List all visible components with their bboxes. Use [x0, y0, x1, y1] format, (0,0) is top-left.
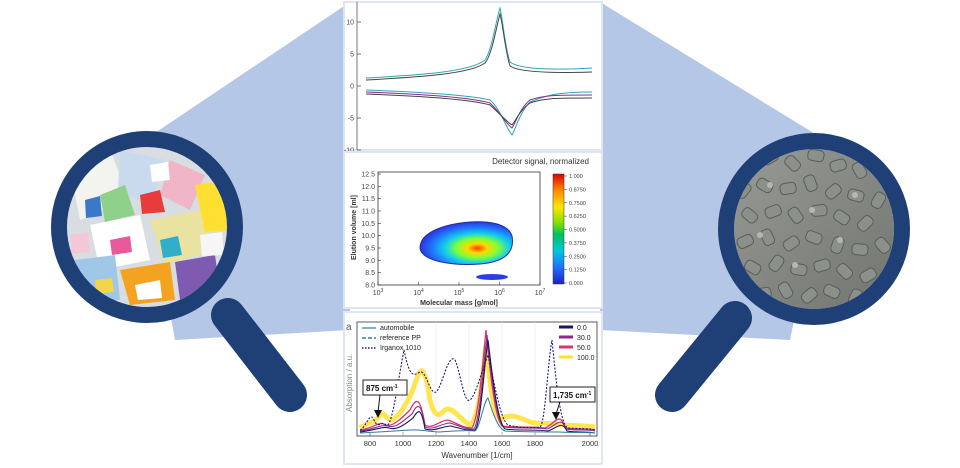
legend-item-0: 0.0 [577, 325, 587, 332]
top-y-tick: 5 [350, 52, 354, 59]
plastic-waste-image [67, 147, 227, 307]
bottom-x-tick: 1600 [494, 439, 511, 448]
panel-bottom: a Absorption / a.u. 800 1000 1200 1400 1600 1… [343, 311, 603, 465]
bottom-xlabel: Wavenumber [1/cm] [441, 451, 512, 460]
spectra-traces [358, 329, 596, 434]
colorbar-tick: 0.8750 [569, 187, 586, 193]
top-y-tick: 10 [346, 20, 354, 27]
colorbar-tick: 0.7500 [569, 201, 586, 207]
right-magnifier-ring [718, 133, 910, 325]
bottom-x-tick: 1400 [461, 439, 478, 448]
contour-outer-edge [419, 221, 514, 265]
middle-x-tick: 104 [413, 288, 424, 297]
colorbar-tick: 0.5000 [569, 228, 586, 234]
legend-right: 0.0 30.0 50.0 100.0 [559, 325, 595, 362]
colorbar-title: Detector signal, normalized [492, 157, 589, 166]
annotation-1735: 1,735 cm-1 [549, 386, 596, 420]
bottom-x-tick: 1800 [527, 439, 544, 448]
bottom-ylabel: Absorption / a.u. [345, 354, 354, 412]
middle-ylabel: Elution volume [ml] [351, 195, 358, 260]
colorbar-tick: 0.2500 [569, 254, 586, 260]
contour-minor-blob [476, 274, 508, 280]
bottom-x-tick: 1000 [395, 439, 412, 448]
right-magnifier [655, 133, 910, 412]
top-y-tick: -5 [348, 116, 354, 123]
plot-area-spectra [356, 321, 598, 437]
right-magnifier-handle [655, 301, 752, 412]
legend-item-100: 100.0 [577, 355, 595, 362]
legend-item-reference-pp: reference PP [380, 335, 421, 342]
middle-y-tick: 10.5 [361, 221, 375, 228]
annotation-875: 875 cm-1 [362, 379, 408, 418]
bottom-x-tick: 800 [364, 439, 377, 448]
middle-y-tick: 9.0 [365, 258, 375, 265]
legend-item-50: 50.0 [577, 345, 591, 352]
middle-xlabel: Molecular mass [g/mol] [420, 300, 498, 307]
middle-x-tick: 107 [535, 288, 546, 297]
middle-y-tick: 8.0 [365, 283, 375, 290]
middle-y-tick: 12.0 [361, 184, 375, 191]
svg-text:1,735 cm-1: 1,735 cm-1 [553, 391, 591, 400]
colorbar-tick: 0.3750 [569, 241, 586, 247]
left-magnifier [51, 131, 307, 412]
middle-x-tick: 106 [494, 288, 505, 297]
legend-item-30: 30.0 [577, 335, 591, 342]
middle-y-tick: 9.5 [365, 246, 375, 253]
middle-x-tick: 105 [454, 288, 465, 297]
colorbar-tick: 1.000 [569, 174, 583, 180]
svg-text:875 cm-1: 875 cm-1 [366, 384, 398, 393]
middle-y-tick: 8.5 [365, 270, 375, 277]
panel-letter: a [346, 322, 352, 333]
middle-y-tick: 12.5 [361, 172, 375, 179]
middle-y-tick: 11.0 [362, 209, 375, 216]
left-magnifier-handle [211, 298, 307, 412]
middle-y-tick: 11.5 [362, 196, 375, 203]
colorbar [552, 173, 565, 285]
colorbar-tick: 0.1250 [569, 268, 586, 274]
legend-item-irganox: Irganox 1010 [380, 345, 421, 352]
left-magnifier-ring [51, 131, 243, 323]
bottom-x-tick: 1200 [428, 439, 445, 448]
legend-item-automobile: automobile [380, 325, 414, 332]
middle-x-tick: 103 [373, 288, 384, 297]
top-curves [365, 6, 593, 136]
colorbar-tick: 0.000 [569, 281, 583, 287]
panel-middle: Detector signal, normalized Elution volu… [343, 151, 603, 309]
bottom-x-tick: 2000 [582, 439, 599, 448]
colorbar-tick: 0.6250 [569, 214, 586, 220]
contour-main-blob [420, 221, 513, 265]
middle-y-tick: 10.0 [361, 233, 375, 240]
legend-left: automobile reference PP Irganox 1010 [362, 325, 421, 352]
top-y-tick: 0 [350, 84, 354, 91]
